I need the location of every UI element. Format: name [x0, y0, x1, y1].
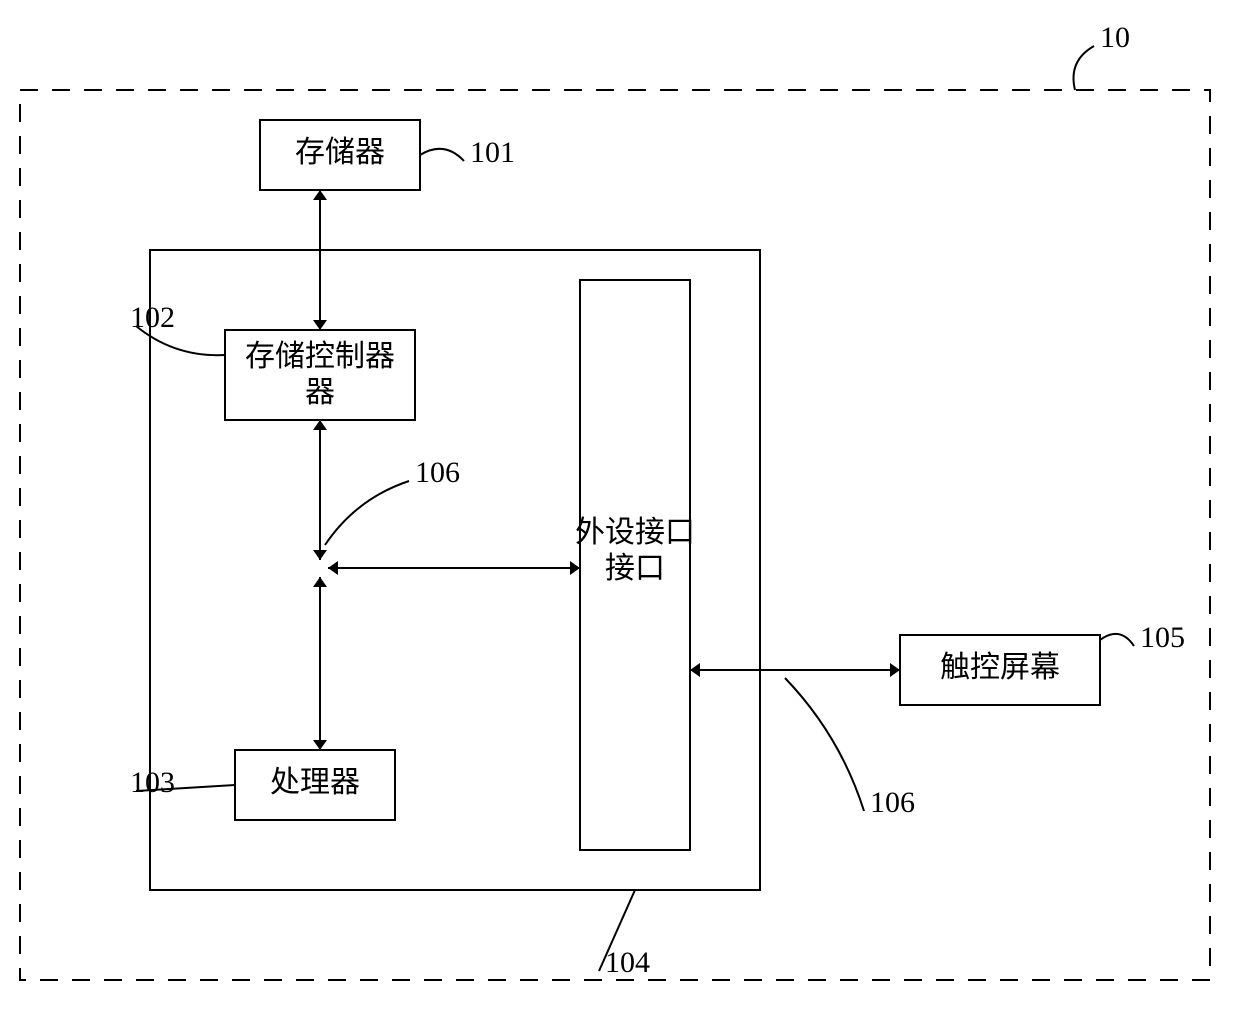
leader-106	[785, 678, 864, 811]
svg-text:器: 器	[305, 376, 335, 409]
block-diagram: 存储器存储控制器器处理器 外设接口接口触控屏幕 10 101 102 106 103 104 1…	[0, 0, 1239, 1011]
leader-10	[1074, 46, 1094, 90]
node-periph-label: 外设接口	[575, 516, 695, 549]
ref-label-10: 10	[1100, 21, 1130, 54]
ref-label-106: 106	[415, 456, 460, 489]
node-touchscreen-label: 触控屏幕	[940, 651, 1060, 684]
node-memory-label: 存储器	[295, 136, 385, 169]
ref-label-101: 101	[470, 136, 515, 169]
ref-label-103: 103	[130, 766, 175, 799]
leader-101	[420, 149, 464, 161]
node-memctrl-label: 存储控制器	[245, 340, 395, 373]
node-processor-label: 处理器	[270, 766, 360, 799]
leader-105	[1100, 634, 1134, 646]
ref-label-102: 102	[130, 301, 175, 334]
svg-text:接口: 接口	[605, 552, 665, 585]
ref-label-106: 106	[870, 786, 915, 819]
ref-label-104: 104	[605, 946, 650, 979]
ref-label-105: 105	[1140, 621, 1185, 654]
leader-106	[325, 481, 409, 545]
